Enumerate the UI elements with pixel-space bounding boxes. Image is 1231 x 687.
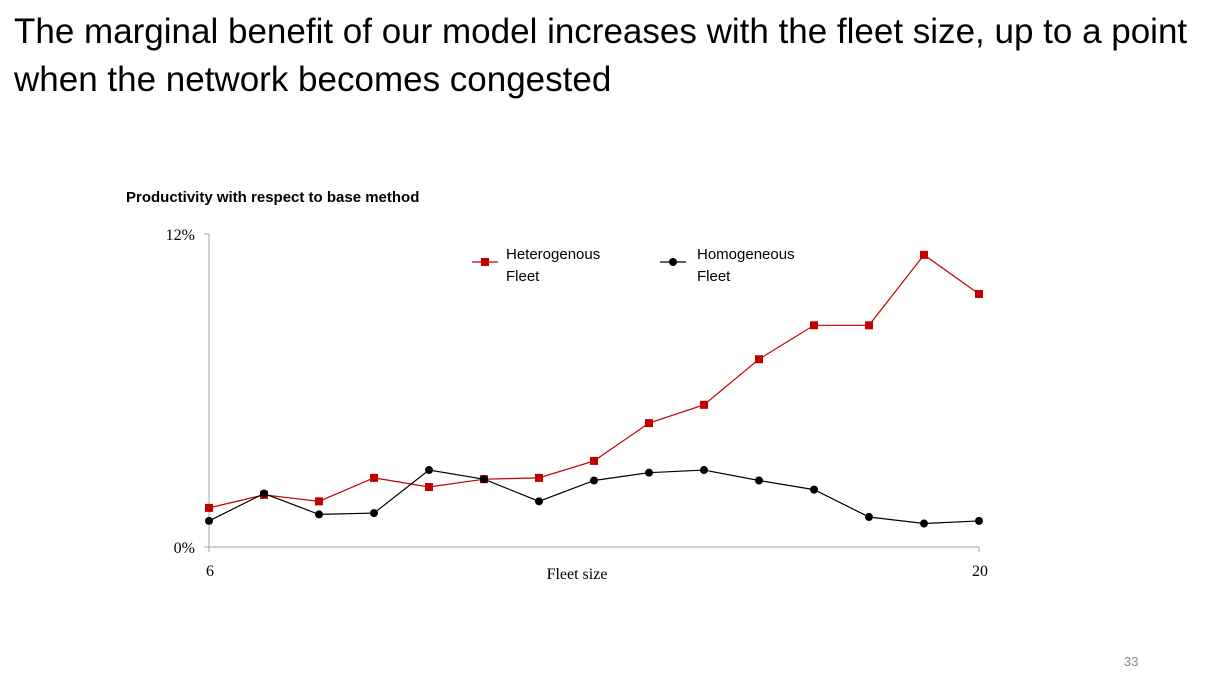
data-point bbox=[425, 466, 433, 475]
data-point bbox=[700, 400, 708, 409]
data-point bbox=[535, 497, 543, 506]
chart-title: Productivity with respect to base method bbox=[126, 189, 420, 206]
legend-label: Homogeneous bbox=[697, 246, 795, 263]
data-point bbox=[590, 456, 598, 465]
legend-label: Fleet bbox=[506, 268, 540, 285]
legend-item: Homogeneous Fleet bbox=[660, 246, 795, 285]
data-point bbox=[315, 510, 323, 519]
data-point bbox=[205, 503, 213, 512]
legend-item: Heterogenous Fleet bbox=[472, 246, 600, 285]
data-point bbox=[425, 483, 433, 492]
data-point bbox=[315, 497, 323, 506]
page-number: 33 bbox=[1124, 654, 1139, 669]
data-point bbox=[700, 466, 708, 475]
data-point bbox=[205, 516, 213, 525]
data-point bbox=[975, 289, 983, 298]
data-point bbox=[920, 519, 928, 528]
data-point bbox=[535, 473, 543, 482]
y-tick-label: 12% bbox=[166, 227, 195, 244]
legend-marker bbox=[481, 258, 489, 266]
x-tick-label: 6 bbox=[206, 563, 214, 580]
data-point bbox=[370, 509, 378, 518]
data-point bbox=[865, 321, 873, 330]
data-point bbox=[865, 513, 873, 522]
y-tick-label: 0% bbox=[174, 540, 195, 557]
series-heterogenous bbox=[205, 250, 983, 512]
series-homogeneous bbox=[205, 466, 983, 528]
data-point bbox=[260, 489, 268, 498]
data-point bbox=[975, 516, 983, 525]
slide-title: The marginal benefit of our model increa… bbox=[14, 12, 1188, 99]
series-line bbox=[208, 254, 980, 509]
data-point bbox=[370, 473, 378, 482]
data-point bbox=[645, 419, 653, 428]
legend-label: Heterogenous bbox=[506, 246, 600, 263]
data-point bbox=[590, 476, 598, 485]
data-point bbox=[480, 475, 488, 484]
legend-label: Fleet bbox=[697, 268, 731, 285]
chart-legend: Heterogenous Fleet Homogeneous Fleet bbox=[472, 246, 795, 285]
data-point bbox=[645, 468, 653, 477]
data-point bbox=[920, 250, 928, 259]
x-tick-label: 20 bbox=[972, 563, 988, 580]
chart-series bbox=[205, 250, 983, 528]
chart-axes: 0% 12% 6 20 Fleet size bbox=[166, 227, 988, 583]
data-point bbox=[755, 355, 763, 364]
data-point bbox=[755, 476, 763, 485]
data-point bbox=[810, 485, 818, 494]
x-axis-label: Fleet size bbox=[547, 566, 608, 583]
data-point bbox=[810, 321, 818, 330]
legend-marker bbox=[669, 258, 677, 266]
